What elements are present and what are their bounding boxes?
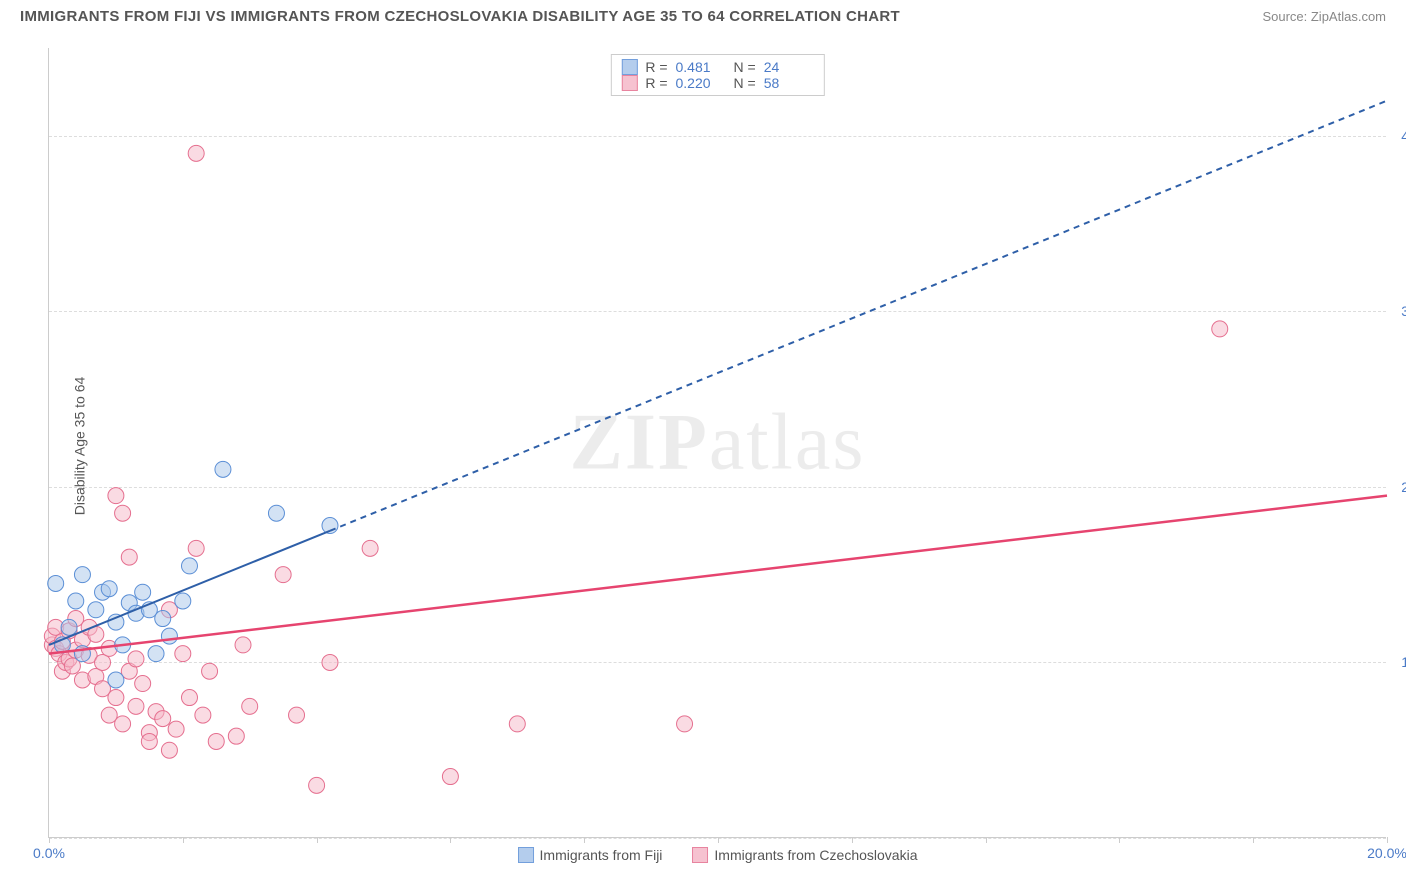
data-point bbox=[101, 581, 117, 597]
data-point bbox=[161, 628, 177, 644]
source-label: Source: ZipAtlas.com bbox=[1262, 9, 1386, 24]
chart-title: IMMIGRANTS FROM FIJI VS IMMIGRANTS FROM … bbox=[20, 8, 900, 25]
y-tick-label: 10.0% bbox=[1401, 654, 1406, 670]
data-point bbox=[161, 742, 177, 758]
x-tick-label: 0.0% bbox=[33, 845, 65, 861]
n-label: N = bbox=[734, 59, 756, 75]
data-point bbox=[74, 567, 90, 583]
data-point bbox=[442, 769, 458, 785]
data-point bbox=[509, 716, 525, 732]
data-point bbox=[195, 707, 211, 723]
data-point bbox=[235, 637, 251, 653]
data-point bbox=[215, 461, 231, 477]
data-point bbox=[141, 733, 157, 749]
trend-line bbox=[49, 496, 1387, 654]
x-tick-label: 20.0% bbox=[1367, 845, 1406, 861]
legend-swatch-fiji bbox=[518, 847, 534, 863]
y-tick-label: 20.0% bbox=[1401, 479, 1406, 495]
data-point bbox=[48, 575, 64, 591]
legend-row-fiji: R = 0.481 N = 24 bbox=[621, 59, 813, 75]
data-point bbox=[202, 663, 218, 679]
legend-swatch-czech bbox=[621, 75, 637, 91]
data-point bbox=[115, 505, 131, 521]
data-point bbox=[175, 646, 191, 662]
data-point bbox=[155, 711, 171, 727]
data-point bbox=[61, 619, 77, 635]
data-point bbox=[168, 721, 184, 737]
data-point bbox=[128, 651, 144, 667]
legend-series: Immigrants from Fiji Immigrants from Cze… bbox=[518, 847, 918, 863]
data-point bbox=[135, 676, 151, 692]
data-point bbox=[121, 549, 137, 565]
y-tick-label: 40.0% bbox=[1401, 128, 1406, 144]
data-point bbox=[289, 707, 305, 723]
r-label: R = bbox=[645, 59, 667, 75]
data-point bbox=[208, 733, 224, 749]
trend-line bbox=[330, 101, 1387, 531]
n-value-fiji: 24 bbox=[764, 59, 814, 75]
legend-item-fiji: Immigrants from Fiji bbox=[518, 847, 663, 863]
data-point bbox=[309, 777, 325, 793]
data-point bbox=[181, 690, 197, 706]
data-point bbox=[188, 145, 204, 161]
legend-label-czech: Immigrants from Czechoslovakia bbox=[714, 847, 917, 863]
data-point bbox=[148, 646, 164, 662]
data-point bbox=[68, 593, 84, 609]
r-label: R = bbox=[645, 75, 667, 91]
legend-stats: R = 0.481 N = 24 R = 0.220 N = 58 bbox=[610, 54, 824, 96]
data-point bbox=[155, 611, 171, 627]
r-value-czech: 0.220 bbox=[676, 75, 726, 91]
data-point bbox=[181, 558, 197, 574]
data-point bbox=[322, 654, 338, 670]
data-point bbox=[135, 584, 151, 600]
data-point bbox=[188, 540, 204, 556]
legend-swatch-czech bbox=[692, 847, 708, 863]
data-point bbox=[228, 728, 244, 744]
chart-area: ZIPatlas 0.0%20.0% 10.0%20.0%30.0%40.0% … bbox=[48, 48, 1386, 838]
y-tick-label: 30.0% bbox=[1401, 303, 1406, 319]
data-point bbox=[108, 672, 124, 688]
legend-swatch-fiji bbox=[621, 59, 637, 75]
data-point bbox=[677, 716, 693, 732]
data-point bbox=[1212, 321, 1228, 337]
data-point bbox=[128, 698, 144, 714]
scatter-plot bbox=[49, 48, 1386, 837]
n-value-czech: 58 bbox=[764, 75, 814, 91]
n-label: N = bbox=[734, 75, 756, 91]
data-point bbox=[275, 567, 291, 583]
data-point bbox=[268, 505, 284, 521]
data-point bbox=[242, 698, 258, 714]
legend-label-fiji: Immigrants from Fiji bbox=[540, 847, 663, 863]
data-point bbox=[175, 593, 191, 609]
data-point bbox=[108, 690, 124, 706]
data-point bbox=[115, 716, 131, 732]
data-point bbox=[108, 488, 124, 504]
data-point bbox=[88, 602, 104, 618]
r-value-fiji: 0.481 bbox=[676, 59, 726, 75]
data-point bbox=[362, 540, 378, 556]
legend-item-czech: Immigrants from Czechoslovakia bbox=[692, 847, 917, 863]
legend-row-czech: R = 0.220 N = 58 bbox=[621, 75, 813, 91]
data-point bbox=[95, 654, 111, 670]
